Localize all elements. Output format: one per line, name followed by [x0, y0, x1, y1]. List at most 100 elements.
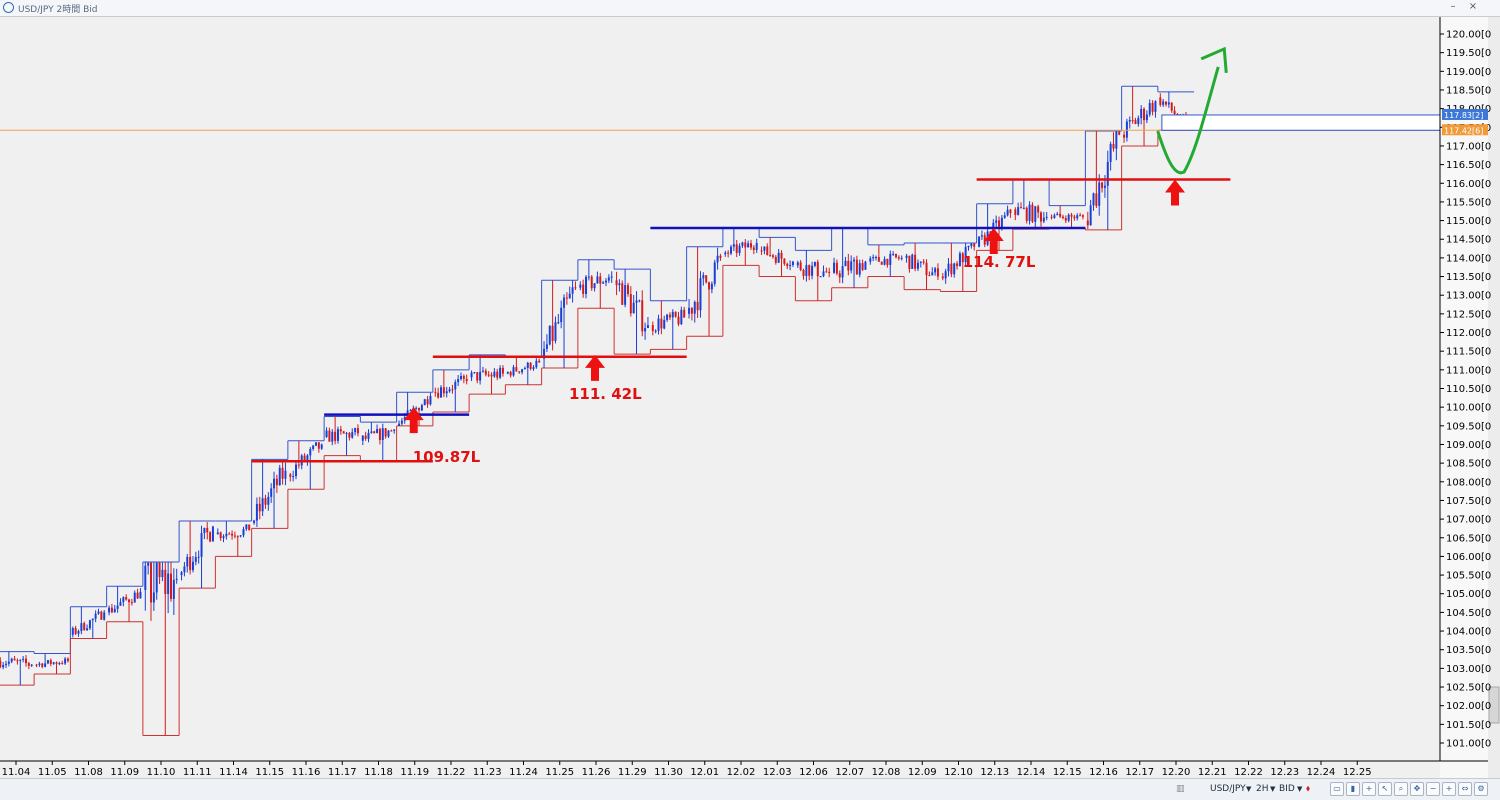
candle-body	[944, 271, 947, 279]
zoom-in-icon[interactable]: +	[1442, 782, 1456, 796]
candle-body	[409, 409, 412, 411]
candle-body	[418, 407, 421, 411]
candle-body	[828, 271, 831, 273]
x-tick-label: 12.25	[1343, 767, 1372, 778]
candle-body	[693, 301, 696, 314]
candle-body	[774, 256, 777, 263]
candle-body	[796, 262, 799, 266]
candle-body	[1134, 120, 1137, 124]
candle-body	[113, 608, 116, 613]
candle-body	[769, 255, 772, 257]
candle-body	[574, 287, 577, 289]
candle-body	[599, 276, 602, 284]
candle-body	[133, 592, 136, 603]
candle-body	[532, 367, 535, 369]
candle-body	[130, 602, 133, 604]
candle-body	[476, 372, 479, 381]
candle-body	[10, 658, 13, 662]
candle-body	[108, 607, 111, 613]
x-tick-label: 12.24	[1307, 767, 1336, 778]
timeframe-selector[interactable]: 2H	[1256, 784, 1269, 794]
candle-body	[448, 389, 451, 392]
chart-type-icon[interactable]: ▭	[1330, 782, 1344, 796]
candle-icon[interactable]: ▮	[1346, 782, 1360, 796]
candle-body	[1053, 215, 1056, 218]
settings-icon[interactable]: ⚙	[1474, 782, 1488, 796]
candle-body	[1098, 182, 1101, 206]
candle-body	[602, 282, 605, 284]
fit-icon[interactable]: ⇔	[1458, 782, 1472, 796]
candle-body	[155, 562, 158, 593]
crosshair-icon[interactable]: +	[1362, 782, 1376, 796]
x-tick-label: 12.20	[1162, 767, 1191, 778]
indicator-icon[interactable]: ⬧	[1306, 784, 1311, 794]
x-tick-label: 12.13	[980, 767, 1009, 778]
candle-body	[1006, 209, 1009, 216]
candle-body	[911, 254, 914, 269]
candle-body	[345, 432, 348, 434]
pointer-icon[interactable]: ↖	[1378, 782, 1392, 796]
candle-body	[953, 263, 956, 275]
x-tick-label: 11.15	[255, 767, 284, 778]
candle-body	[236, 536, 239, 538]
candle-body	[27, 663, 30, 666]
price-type-selector[interactable]: BID	[1279, 784, 1295, 794]
candle-body	[303, 455, 306, 461]
symbol-dropdown-icon[interactable]: ▼	[1246, 785, 1252, 793]
candle-body	[373, 431, 376, 434]
candle-body	[1148, 103, 1151, 115]
candle-body	[699, 278, 702, 311]
x-tick-label: 11.05	[38, 767, 67, 778]
candle-body	[420, 405, 423, 411]
price-chart[interactable]: 109.87L 111. 42L 114. 77L 120.00[0 119.50[0 1…	[0, 17, 1500, 778]
candle-body	[941, 276, 944, 279]
candle-body	[523, 367, 526, 370]
symbol-selector[interactable]: USD/JPY	[1210, 784, 1246, 794]
candle-body	[690, 307, 693, 314]
price-type-dropdown-icon[interactable]: ▼	[1297, 785, 1303, 793]
candle-body	[1159, 97, 1162, 105]
y-tick-label: 116.50[0	[1446, 160, 1491, 171]
minimize-icon[interactable]: –	[1450, 1, 1456, 12]
candle-body	[245, 524, 248, 530]
candle-body	[356, 428, 359, 434]
candle-body	[752, 247, 755, 250]
candle-body	[1037, 206, 1040, 213]
candle-body	[683, 309, 686, 318]
candle-body	[998, 220, 1001, 228]
candle-body	[281, 467, 284, 479]
candle-body	[479, 371, 482, 381]
candle-body	[1022, 207, 1025, 209]
candle-body	[426, 399, 429, 405]
candle-body	[621, 283, 624, 305]
zoom-out-icon[interactable]: −	[1426, 782, 1440, 796]
close-icon[interactable]: ×	[1468, 1, 1478, 12]
y-tick-label: 114.50[0	[1446, 235, 1491, 246]
scroll-lock-icon[interactable]: ▥	[1176, 784, 1185, 794]
candle-body	[1140, 108, 1143, 119]
candle-body	[459, 375, 462, 380]
candle-body	[258, 503, 261, 512]
candle-body	[387, 430, 390, 437]
y-tick-label: 111.00[0	[1446, 365, 1491, 376]
y-tick-label: 115.50[0	[1446, 197, 1491, 208]
candle-body	[49, 660, 52, 664]
y-tick-label: 115.00[0	[1446, 216, 1491, 227]
candle-body	[354, 428, 357, 433]
candle-body	[1095, 193, 1098, 206]
candle-body	[713, 262, 716, 284]
candle-body	[393, 429, 396, 431]
candle-body	[16, 660, 19, 662]
candle-body	[618, 283, 621, 286]
zoom-icon[interactable]: ⌕	[1394, 782, 1408, 796]
move-icon[interactable]: ✥	[1410, 782, 1424, 796]
candle-body	[1131, 120, 1134, 122]
candle-body	[351, 432, 354, 438]
candle-body	[847, 260, 850, 271]
price-tag-label: 117.42[6]	[1444, 126, 1483, 135]
candle-body	[1109, 144, 1112, 162]
candle-body	[914, 254, 917, 269]
candle-body	[100, 611, 103, 620]
candle-body	[490, 374, 493, 377]
timeframe-dropdown-icon[interactable]: ▼	[1270, 785, 1276, 793]
